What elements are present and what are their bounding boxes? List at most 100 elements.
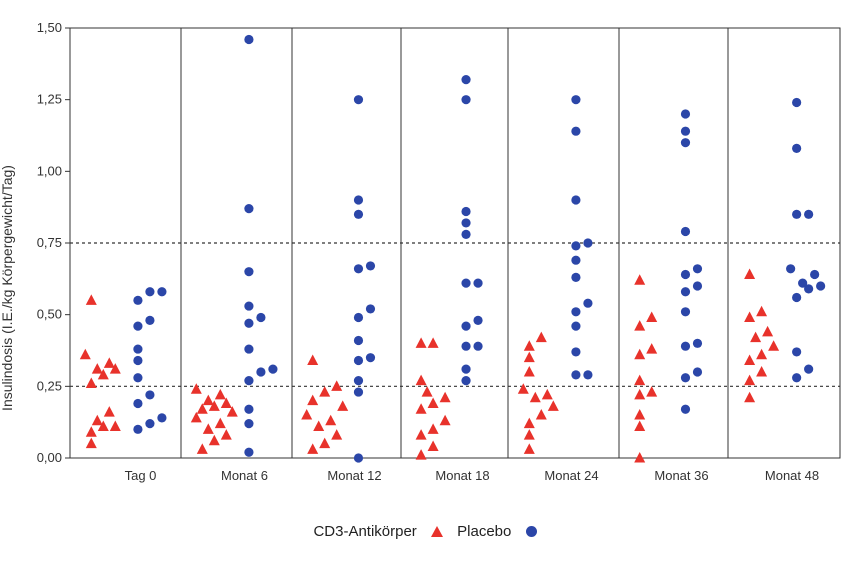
cd3-point [744,311,756,323]
placebo-point [680,138,691,148]
placebo-point [680,269,691,280]
cd3-point [190,383,202,394]
cd3-point [307,443,319,454]
cd3-point [85,426,97,437]
cd3-point [103,357,115,368]
cd3-point [415,449,427,460]
placebo-point [583,298,593,308]
chart-grid [69,27,841,459]
cd3-point [744,391,756,403]
cd3-point [85,294,97,305]
x-tick-label: Monat 36 [654,468,708,483]
placebo-point [353,209,364,219]
placebo-point [571,195,581,205]
x-tick-label: Monat 12 [327,468,381,483]
cd3-point [202,423,214,434]
placebo-point [680,307,691,317]
cd3-point [190,411,202,423]
placebo-point [133,424,143,434]
cd3-point [103,406,115,417]
placebo-point [365,353,376,363]
placebo-point [473,278,483,288]
placebo-point [133,321,143,331]
x-tick-label: Monat 6 [221,468,268,483]
placebo-point [157,287,167,297]
y-axis-label: Insulindosis (I.E./kg Körpergewicht/Tag) [0,165,15,411]
placebo-point [680,126,691,136]
legend: CD3-Antikörper Placebo [0,522,850,540]
placebo-point [353,264,364,274]
cd3-point [319,386,331,397]
cd3-point [744,268,756,280]
placebo-point [461,364,471,374]
placebo-point [145,419,155,429]
placebo-point [157,413,167,423]
placebo-point [692,338,703,348]
cd3-point [415,337,427,348]
cd3-point [196,443,208,454]
placebo-point [244,34,254,45]
cd3-point [541,388,553,400]
placebo-point [804,209,814,219]
placebo-point [244,404,254,414]
cd3-point [523,351,535,363]
cd3-point [109,420,121,431]
cd3-point [427,423,439,434]
placebo-point [786,264,796,274]
placebo-point [244,318,254,328]
legend-placebo-label: Placebo [457,522,512,540]
cd3-point [535,409,547,420]
cd3-point [439,414,451,426]
placebo-point [244,301,254,311]
placebo-point [692,264,703,274]
placebo-point [583,370,593,380]
placebo-point [571,321,581,331]
y-tick-label: 0,75 [37,235,62,250]
placebo-point [461,376,471,386]
cd3-point [523,340,535,351]
x-tick-label: Monat 24 [544,468,598,483]
placebo-point [145,390,155,400]
x-tick-label: Tag 0 [125,468,157,483]
placebo-point [792,97,802,108]
placebo-point [353,312,364,323]
cd3-point [208,400,220,411]
cd3-point [331,429,343,440]
cd3-point [634,388,646,400]
placebo-point [810,269,820,280]
cd3-point [415,403,427,414]
placebo-point [804,284,814,294]
placebo-point [680,373,691,383]
placebo-point [798,278,808,288]
data-points [79,34,826,463]
cd3-point [91,414,103,426]
placebo-point [256,312,266,323]
cd3-point [634,274,646,285]
cd3-point [634,409,646,420]
cd3-point [517,383,529,394]
placebo-point [571,347,581,357]
cd3-point [523,417,535,429]
y-tick-label: 0,25 [37,378,62,393]
cd3-point [415,374,427,386]
legend-triangle-icon [430,525,443,537]
cd3-point [427,397,439,409]
placebo-point [133,295,143,305]
placebo-point [571,307,581,317]
placebo-point [571,95,581,105]
placebo-point [145,287,155,297]
placebo-point [792,292,802,303]
y-tick-label: 1,50 [37,20,62,35]
cd3-point [325,414,337,426]
y-tick-label: 0,00 [37,450,62,465]
cd3-point [535,331,547,343]
cd3-point [646,311,658,323]
cd3-point [301,409,313,420]
placebo-point [133,355,143,366]
x-tick-label: Monat 18 [435,468,489,483]
placebo-point [353,195,364,205]
cd3-point [547,400,559,411]
placebo-point [680,404,691,414]
placebo-point [461,278,471,288]
